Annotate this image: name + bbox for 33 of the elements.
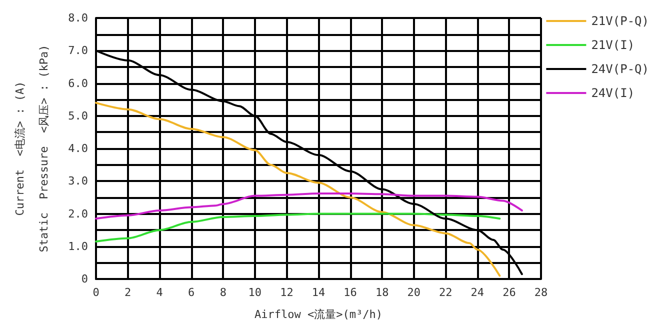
x-tick-label: 10 — [248, 286, 262, 299]
x-tick-label: 20 — [407, 286, 420, 299]
x-tick-label: 24 — [470, 286, 484, 299]
y-tick-label: 7.0 — [68, 44, 88, 58]
y-tick-label: 8.0 — [68, 12, 88, 24]
y-tick-label: 3.0 — [68, 174, 88, 188]
x-tick-label: 14 — [312, 286, 326, 299]
y-tick-label: 2.0 — [68, 207, 88, 220]
y-tick-label: 1.0 — [68, 240, 88, 253]
y-tick-label: 4.0 — [68, 142, 88, 155]
x-tick-label: 8 — [220, 286, 226, 299]
legend-label: 24V(P-Q) — [591, 62, 649, 76]
legend-label: 24V(I) — [591, 86, 635, 100]
x-tick-label: 18 — [375, 286, 389, 299]
y-tick-label: 5.0 — [68, 109, 88, 122]
x-tick-label: 6 — [188, 286, 195, 299]
x-tick-label: 28 — [534, 286, 548, 299]
line-series — [95, 102, 501, 277]
x-tick-label: 22 — [439, 286, 452, 299]
legend-label: 21V(P-Q) — [591, 14, 649, 28]
x-tick-label: 16 — [344, 286, 357, 299]
x-tick-label: 26 — [502, 286, 516, 299]
y-axis-title: Current <电流> : (A) Static Pressure <风压> : (kPa) — [14, 44, 50, 252]
y-tick-label: 6.0 — [68, 76, 88, 90]
y-tick-label: 0 — [81, 272, 88, 286]
x-tick-label: 0 — [92, 286, 100, 299]
line-series — [95, 192, 523, 220]
legend-label: 21V(I) — [591, 38, 635, 52]
x-tick-label: 2 — [124, 286, 132, 299]
line-series — [95, 212, 501, 242]
x-tick-label: 12 — [280, 286, 294, 299]
x-axis-title: Airflow <流量>(m³/h) — [254, 308, 382, 321]
x-tick-label: 4 — [156, 286, 164, 299]
